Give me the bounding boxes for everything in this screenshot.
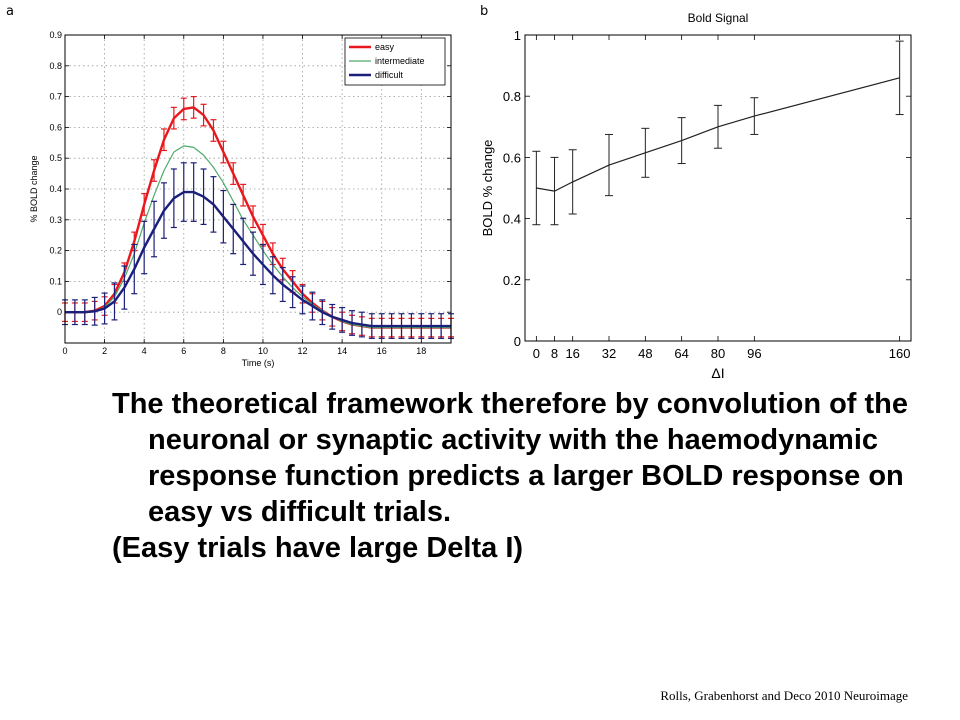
x-tick-label: 10 — [258, 346, 268, 356]
y-tick-label: 0 — [514, 334, 521, 349]
series-line-difficult — [65, 190, 451, 328]
x-tick-label: 64 — [674, 346, 688, 361]
x-tick-label: 160 — [889, 346, 911, 361]
y-tick-label: 0 — [57, 307, 62, 317]
x-tick-label: 12 — [298, 346, 308, 356]
y-tick-label: 0.2 — [49, 246, 62, 256]
x-tick-label: 6 — [181, 346, 186, 356]
body-paragraph-2: (Easy trials have large Delta I) — [112, 532, 524, 564]
x-tick-label: 2 — [102, 346, 107, 356]
y-tick-label: 0.8 — [49, 61, 62, 71]
x-tick-label: 0 — [533, 346, 540, 361]
x-axis-label: Time (s) — [242, 358, 275, 368]
x-tick-label: 48 — [638, 346, 652, 361]
y-tick-label: 0.6 — [503, 150, 521, 165]
legend-label-difficult: difficult — [375, 70, 403, 80]
plot-frame-b — [524, 34, 912, 342]
body-paragraph-1: The theoretical framework therefore by c… — [112, 388, 909, 528]
x-tick-label: 0 — [62, 346, 67, 356]
y-tick-label: 0.4 — [49, 184, 62, 194]
panel-a-label: a — [6, 4, 14, 19]
legend-label-intermediate: intermediate — [375, 56, 425, 66]
x-tick-label: 96 — [747, 346, 761, 361]
x-tick-label: 32 — [602, 346, 616, 361]
x-tick-label: 8 — [221, 346, 226, 356]
x-axis-label: ΔI — [711, 365, 724, 381]
y-tick-label: 0.2 — [503, 273, 521, 288]
x-tick-label: 16 — [377, 346, 387, 356]
x-tick-label: 16 — [565, 346, 579, 361]
y-tick-label: 0.8 — [503, 89, 521, 104]
y-tick-label: 0.9 — [49, 30, 62, 40]
chart-a: 0 2 4 6 8 10 12 14 16 18 0 0.1 0.2 0.3 0.4 0.5 0.6 0.7 0.8… — [29, 30, 454, 368]
x-tick-label: 18 — [416, 346, 426, 356]
citation: Rolls, Grabenhorst and Deco 2010 Neuroim… — [660, 688, 908, 703]
y-tick-label: 0.1 — [49, 276, 62, 286]
legend-label-easy: easy — [375, 42, 395, 52]
series-line-intermediate — [65, 145, 451, 329]
y-tick-label: 0.5 — [49, 153, 62, 163]
panel-b-label: b — [480, 4, 489, 19]
chart-title: Bold Signal — [688, 11, 749, 25]
body-text: The theoretical framework therefore by c… — [112, 386, 912, 566]
y-tick-label: 0.3 — [49, 215, 62, 225]
y-tick-label: 1 — [514, 28, 521, 43]
x-tick-label: 80 — [711, 346, 725, 361]
plot-frame-a — [64, 34, 452, 344]
x-tick-label: 8 — [551, 346, 558, 361]
y-tick-label: 0.4 — [503, 212, 521, 227]
x-tick-label: 4 — [142, 346, 147, 356]
series-line — [536, 77, 900, 192]
y-tick-label: 0.6 — [49, 122, 62, 132]
x-tick-label: 14 — [337, 346, 347, 356]
y-axis-label: % BOLD change — [29, 155, 39, 222]
y-axis-label: BOLD % change — [480, 140, 495, 237]
y-tick-label: 0.7 — [49, 92, 62, 102]
